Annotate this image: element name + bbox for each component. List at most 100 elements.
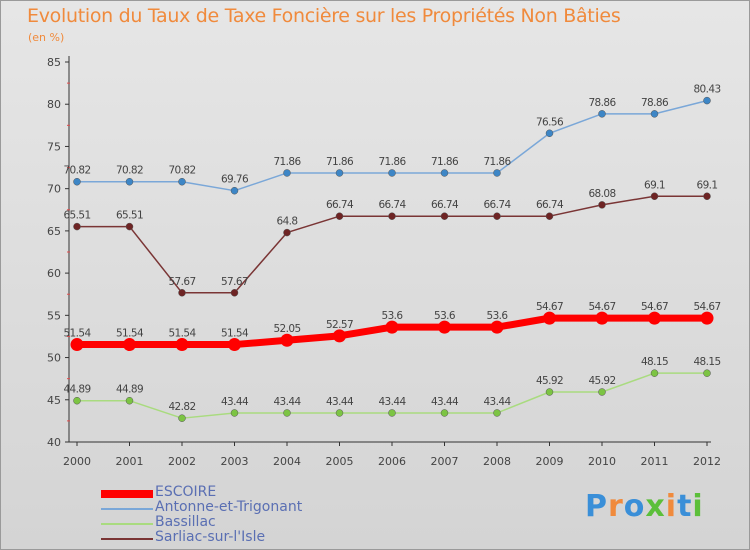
data-point <box>228 338 241 352</box>
data-point <box>388 409 396 417</box>
data-label: 64.8 <box>277 216 298 228</box>
data-label: 54.67 <box>588 301 615 313</box>
data-point <box>388 212 396 220</box>
data-point <box>598 388 606 396</box>
data-label: 43.44 <box>221 396 249 408</box>
data-label: 44.89 <box>116 384 143 396</box>
data-label: 76.56 <box>536 116 564 128</box>
data-point <box>125 177 134 186</box>
data-label: 71.86 <box>378 156 406 168</box>
data-label: 48.15 <box>693 356 720 368</box>
data-point <box>545 129 554 138</box>
legend-swatch <box>101 490 153 498</box>
data-point <box>440 212 449 220</box>
data-label: 43.44 <box>378 396 406 408</box>
legend-label: ESCOIRE <box>155 484 217 500</box>
data-point <box>175 338 189 352</box>
data-point <box>650 192 659 201</box>
data-label: 80.43 <box>693 84 720 96</box>
y-tick-label: 75 <box>47 140 61 153</box>
data-label: 52.57 <box>326 319 353 331</box>
x-tick-label: 2007 <box>431 455 459 468</box>
data-point <box>70 338 84 352</box>
y-tick-label: 50 <box>47 352 61 365</box>
x-tick-label: 2010 <box>588 455 616 468</box>
legend-label: Sarliac-sur-l'Isle <box>155 529 266 545</box>
data-point <box>648 311 661 325</box>
data-point <box>440 409 449 417</box>
x-tick-label: 2003 <box>221 455 249 468</box>
data-point <box>123 338 136 352</box>
data-point <box>125 396 134 405</box>
data-label: 71.86 <box>431 156 459 168</box>
data-point <box>73 222 81 231</box>
data-point <box>283 409 291 417</box>
data-point <box>703 369 711 377</box>
x-tick-label: 2004 <box>273 455 301 468</box>
data-point <box>650 369 659 377</box>
data-label: 66.74 <box>536 199 564 211</box>
data-point <box>335 169 344 177</box>
proxiti-logo: Proxiti <box>585 489 704 524</box>
data-point <box>440 169 449 177</box>
data-label: 53.6 <box>382 310 404 322</box>
data-point <box>230 186 239 195</box>
x-tick-label: 2000 <box>63 455 91 468</box>
data-label: 53.6 <box>487 310 509 322</box>
data-label: 54.67 <box>693 301 720 313</box>
x-tick-label: 2005 <box>326 455 354 468</box>
legend-swatch <box>101 508 153 510</box>
data-label: 69.76 <box>221 174 249 186</box>
data-label: 57.67 <box>168 276 195 288</box>
data-point <box>493 212 501 220</box>
data-label: 43.44 <box>483 396 511 408</box>
data-point <box>283 169 291 177</box>
x-tick-label: 2011 <box>641 455 669 468</box>
data-label: 65.51 <box>116 210 143 222</box>
y-tick-label: 55 <box>47 309 61 322</box>
legend-swatch <box>101 523 153 525</box>
data-label: 52.05 <box>273 323 300 335</box>
data-point <box>595 311 609 325</box>
data-point <box>230 289 239 297</box>
data-label: 53.6 <box>434 310 456 322</box>
data-point <box>178 414 186 422</box>
data-label: 54.67 <box>641 301 668 313</box>
data-point <box>388 169 396 177</box>
chart-title: Evolution du Taux de Taxe Foncière sur l… <box>27 5 621 27</box>
data-label: 54.67 <box>536 301 563 313</box>
data-point <box>335 409 344 417</box>
x-tick-label: 2008 <box>483 455 511 468</box>
data-point <box>178 289 186 297</box>
data-label: 71.86 <box>326 156 354 168</box>
data-point <box>703 96 711 105</box>
data-point <box>493 169 501 177</box>
data-point <box>73 177 81 186</box>
data-point <box>178 177 186 186</box>
data-label: 48.15 <box>641 356 668 368</box>
data-label: 42.82 <box>168 401 195 413</box>
data-label: 51.54 <box>221 328 249 340</box>
data-label: 51.54 <box>116 328 144 340</box>
y-tick-label: 65 <box>47 225 61 238</box>
data-point <box>73 396 81 405</box>
data-label: 69.1 <box>697 179 718 191</box>
data-point <box>335 212 344 220</box>
data-label: 65.51 <box>63 210 90 222</box>
data-label: 51.54 <box>63 328 91 340</box>
data-label: 51.54 <box>168 328 196 340</box>
data-label: 44.89 <box>63 384 90 396</box>
data-label: 43.44 <box>431 396 459 408</box>
data-point <box>280 333 294 347</box>
data-point <box>703 192 711 201</box>
data-point <box>543 311 556 325</box>
data-point <box>438 320 451 334</box>
data-point <box>493 409 501 417</box>
data-label: 43.44 <box>326 396 354 408</box>
data-label: 68.08 <box>588 188 615 200</box>
data-point <box>545 388 554 396</box>
x-tick-label: 2012 <box>693 455 721 468</box>
data-label: 43.44 <box>273 396 301 408</box>
legend-swatch <box>101 538 153 540</box>
